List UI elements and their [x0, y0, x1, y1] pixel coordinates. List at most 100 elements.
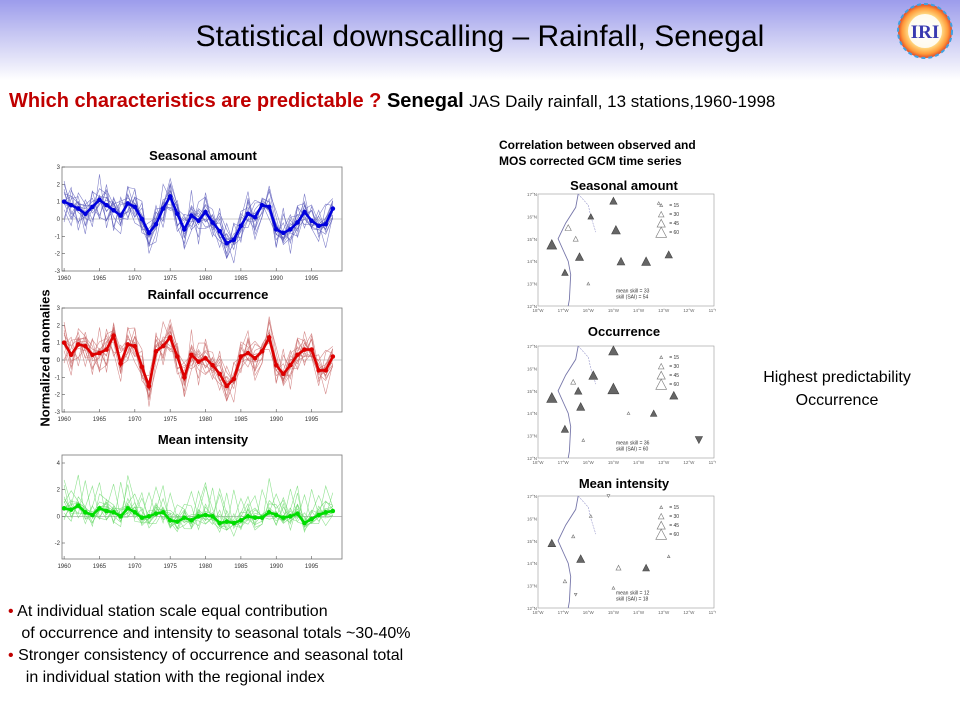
- regional-index-point: [224, 240, 230, 246]
- x-tick-label: 1980: [199, 417, 213, 423]
- regional-index-point: [210, 362, 215, 368]
- legend-label: = 15: [669, 355, 679, 361]
- y-tick-label: -1: [55, 375, 61, 381]
- regional-index-point: [174, 519, 180, 524]
- lon-tick-label: 12°W: [683, 308, 695, 313]
- regional-index-point: [132, 510, 138, 515]
- regional-index-point: [139, 216, 145, 222]
- regional-index-point: [174, 211, 180, 217]
- x-tick-label: 1965: [93, 564, 107, 570]
- lon-tick-label: 13°W: [658, 610, 670, 615]
- station-series-line: [63, 325, 334, 402]
- x-tick-label: 1975: [164, 417, 178, 423]
- regional-index-point: [139, 515, 145, 520]
- station-series-line: [63, 174, 334, 254]
- regional-index-point: [83, 211, 88, 217]
- regional-index-point: [281, 371, 286, 377]
- correlation-heading-line1: Correlation between observed and: [499, 138, 696, 152]
- regional-index-point: [68, 507, 74, 512]
- regional-index-point: [97, 350, 102, 356]
- lat-tick-label: 16°N: [527, 214, 537, 219]
- regional-index-point: [203, 209, 208, 215]
- subtitle-question: Which characteristics are predictable ?: [9, 90, 382, 112]
- lon-tick-label: 12°W: [683, 610, 695, 615]
- legend-label: = 60: [669, 230, 679, 236]
- lat-tick-label: 17°N: [527, 344, 537, 349]
- station-marker: [546, 239, 558, 250]
- regional-index-point: [259, 202, 265, 208]
- x-tick-label: 1965: [93, 276, 107, 282]
- map-occurrence: 17°N 16°N 15°N 14°N 13°N 12°N18°W 17°W 16°W 15°W…: [527, 344, 716, 465]
- regional-index-point: [111, 510, 116, 515]
- station-series-line: [63, 186, 334, 259]
- lon-tick-label: 14°W: [633, 308, 645, 313]
- regional-index-point: [224, 519, 230, 524]
- regional-index-point: [217, 228, 222, 234]
- regional-index-point: [132, 343, 138, 349]
- x-tick-label: 1985: [234, 276, 248, 282]
- regional-index-point: [330, 354, 336, 359]
- station-marker: [588, 514, 593, 518]
- station-marker: [607, 382, 620, 395]
- station-marker: [615, 564, 622, 571]
- regional-index-point: [61, 506, 67, 511]
- x-tick-label: 1990: [270, 564, 284, 570]
- legend-label: = 30: [669, 364, 679, 370]
- regional-index-point: [146, 514, 152, 519]
- map-title-mean-intensity: Mean intensity: [578, 476, 670, 491]
- regional-index-point: [330, 508, 336, 514]
- regional-index-point: [182, 375, 187, 380]
- x-tick-label: 1985: [234, 564, 248, 570]
- regional-index-point: [281, 515, 286, 520]
- y-tick-label: 2: [57, 323, 61, 329]
- lat-tick-label: 13°N: [527, 584, 537, 589]
- header-banner: [0, 0, 960, 80]
- lon-tick-label: 11°W: [709, 610, 716, 615]
- regional-index-point: [167, 335, 173, 340]
- sai-skill-text: skill (SAI) = 54: [616, 295, 649, 301]
- regional-index-point: [90, 352, 95, 358]
- predictability-note: Highest predictability Occurrence: [751, 366, 923, 412]
- station-marker: [570, 378, 577, 385]
- y-tick-label: -1: [55, 234, 61, 240]
- regional-index-point: [196, 218, 201, 224]
- y-tick-label: -3: [55, 269, 61, 275]
- regional-index-point: [104, 508, 109, 514]
- regional-index-point: [330, 206, 336, 211]
- regional-index-point: [118, 361, 123, 366]
- legend-marker: [659, 203, 664, 207]
- station-marker: [573, 593, 578, 597]
- y-tick-label: 3: [57, 306, 61, 312]
- lon-tick-label: 17°W: [558, 308, 570, 313]
- regional-index-point: [97, 197, 102, 203]
- station-marker: [560, 424, 569, 433]
- regional-index-point: [323, 510, 329, 515]
- regional-index-point: [259, 515, 265, 520]
- note-line1: Highest predictability: [763, 369, 911, 386]
- regional-index-point: [288, 514, 293, 519]
- map-frame: [537, 495, 715, 609]
- regional-index-point: [210, 514, 215, 519]
- subtitle: Which characteristics are predictable ? …: [9, 90, 775, 113]
- y-tick-label: -2: [55, 393, 61, 399]
- legend-marker: [659, 505, 664, 509]
- subtitle-details: JAS Daily rainfall, 13 stations,1960-199…: [469, 92, 776, 111]
- regional-index-point: [288, 362, 293, 368]
- map-title-occurrence: Occurrence: [587, 324, 661, 339]
- slide-title: Statistical downscalling – Rainfall, Sen…: [195, 20, 765, 53]
- legend-marker: [657, 210, 665, 218]
- map-mean-intensity: 17°N 16°N 15°N 14°N 13°N 12°N18°W 17°W 16°W 15°W…: [527, 494, 716, 615]
- station-series-line: [63, 334, 334, 391]
- iri-logo: IRI: [897, 3, 953, 59]
- station-marker: [586, 281, 591, 286]
- station-marker: [664, 250, 673, 259]
- map-frame: [537, 193, 715, 307]
- map-seasonal-amount: 17°N 16°N 15°N 14°N 13°N 12°N18°W 17°W 16°W 15°W…: [527, 192, 716, 313]
- bullet-dot: •: [8, 603, 14, 620]
- lat-tick-label: 15°N: [527, 389, 537, 394]
- x-tick-label: 1970: [128, 564, 142, 570]
- map-title-seasonal-amount: Seasonal amount: [570, 178, 678, 193]
- chart-mean-intensity: 4 2 0 -2 1960 1965 1970 1975 1980 1985 1990 1995: [55, 454, 343, 570]
- bullet-2-line1: • Stronger consistency of occurrence and…: [8, 647, 404, 664]
- regional-index-point: [189, 518, 194, 523]
